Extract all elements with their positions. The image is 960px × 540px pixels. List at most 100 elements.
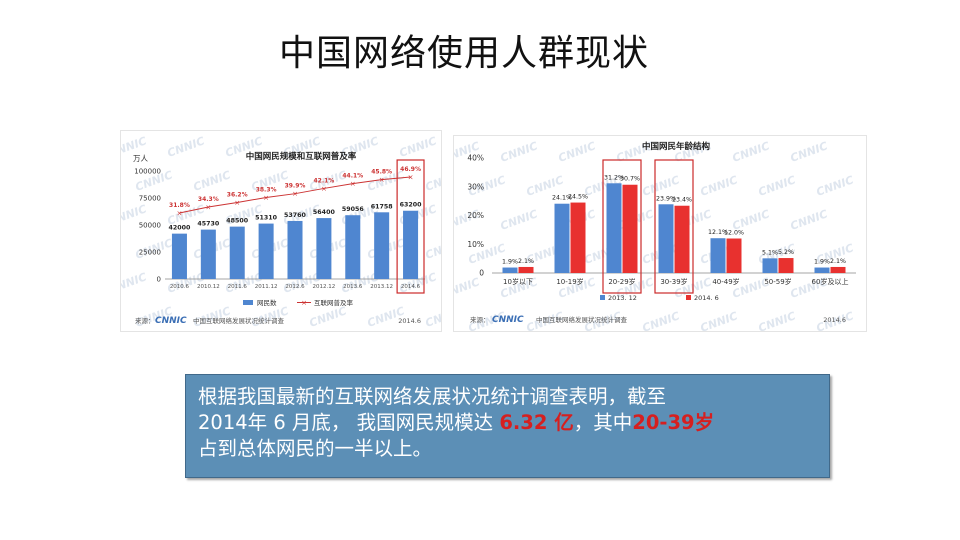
netizen-total-highlight: 6.32 亿 [499,411,574,434]
x-tick-label: 60岁及以上 [812,277,849,286]
watermark-text: CNNIC [398,134,439,159]
chart-title: 中国网民年龄结构 [642,141,711,152]
rate-value-label: 36.2% [227,192,248,199]
rate-point-marker: × [177,210,183,218]
bar-value-label: 59056 [342,206,365,213]
y-tick-label: 75000 [139,195,161,203]
source-date: 2014.6 [398,317,421,325]
watermark-text: CNNIC [641,309,682,331]
bar-value-label: 56400 [313,209,336,216]
bar-value-label: 42000 [168,225,191,232]
legend-swatch [243,300,253,305]
summary-textbox: 根据我国最新的互联网络发展状况统计调查表明，截至 2014年 6 月底， 我国网… [185,374,830,478]
watermark-text: CNNIC [757,173,798,198]
summary-line-2: 2014年 6 月底， 我国网民规模达 6.32 亿，其中20-39岁 [198,410,817,436]
watermark-text: CNNIC [557,139,598,164]
rate-value-label: 44.1% [342,173,363,180]
bar-value-label: 48500 [226,218,249,225]
x-tick-label: 2010.6 [170,284,190,290]
bar-value-label: 45730 [197,221,220,228]
watermark-text: CNNIC [699,309,740,331]
bar-value-label: 51310 [255,215,278,222]
x-tick-label: 50-59岁 [764,277,791,286]
bar [345,215,361,279]
bar-value-label: 31.2% [604,174,624,181]
bar [554,203,570,273]
summary-line-2-part-a: 2014年 6 月底， 我国网民规模达 [198,411,500,434]
chart-title: 中国网民规模和互联网普及率 [246,151,357,162]
y-tick-label: 0 [157,276,161,284]
rate-value-label: 46.9% [400,166,421,173]
watermark-text: CNNIC [121,270,148,295]
bar-value-label: 24.5% [568,194,588,201]
watermark-text: CNNIC [192,168,233,193]
legend-label: 2013. 12 [608,294,637,302]
rate-value-label: 42.1% [313,177,334,184]
bar-value-label: 2.1% [830,258,846,265]
watermark-layer: CNNIC CNNIC CNNIC CNNIC CNNIC CNNIC CNNIC CNNIC… [108,134,523,329]
internet-users-chart-panel: CNNIC CNNIC CNNIC CNNIC CNNIC CNNIC CNNIC CNNIC… [108,130,523,332]
rate-point-marker: × [321,185,327,193]
source-logo: CNNIC [155,316,187,326]
watermark-text: CNNIC [424,236,441,261]
x-tick-label: 2011.6 [228,284,248,290]
bar [287,220,303,279]
watermark-text: CNNIC [789,139,830,164]
x-tick-label: 20-29岁 [608,277,635,286]
rate-value-label: 45.8% [371,169,392,176]
bar [374,212,390,279]
chart-legend: 网民数 × 互联网普及率 [243,298,354,307]
rate-point-marker: × [292,190,298,198]
x-tick-label: 30-39岁 [660,277,687,286]
legend-label: 2014. 6 [694,294,719,302]
bar-value-label: 53760 [284,212,307,219]
y-tick-label: 30% [467,182,484,191]
bar [570,202,586,273]
y-tick-label: 10% [467,240,484,249]
rate-point-marker: × [350,180,356,188]
source-text: 中国互联网络发展状况统计调查 [536,315,628,324]
x-tick-label: 2010.12 [197,284,220,290]
watermark-text: CNNIC [499,207,540,232]
bar [830,266,846,273]
y-axis-unit: 万人 [133,154,148,163]
bar [658,204,674,273]
source-text: 中国互联网络发展状况统计调查 [193,316,285,325]
line-series: ×31.8% ×34.3% ×36.2% ×38.3%×39.9% ×42.1% ×44.… [169,159,425,294]
rate-value-label: 31.8% [169,202,190,209]
watermark-text: CNNIC [454,275,481,300]
watermark-text: CNNIC [699,173,740,198]
watermark-text: CNNIC [166,134,207,159]
rate-value-label: 34.3% [198,196,219,203]
bar-value-label: 30.7% [620,176,640,183]
watermark-text: CNNIC [757,309,798,331]
x-tick-label: 2012.6 [285,284,305,290]
rate-point-marker: × [379,176,385,184]
x-tick-label: 10岁以下 [503,277,533,286]
bar [606,183,622,273]
watermark-text: CNNIC [789,207,830,232]
bar [710,238,726,273]
bar [258,223,274,279]
watermark-text: CNNIC [815,173,856,198]
source-logo: CNNIC [492,315,524,325]
rate-value-label: 39.9% [285,183,306,190]
bar [674,205,690,273]
highlight-box [654,159,694,294]
summary-line-2-part-b: ，其中 [573,411,633,434]
watermark-text: CNNIC [424,304,441,329]
y-tick-label: 0 [479,269,484,278]
watermark-text: CNNIC [308,304,349,329]
chart-source: 来源： CNNIC 中国互联网络发展状况统计调查 2014.6 [470,315,846,325]
source-label: 来源： [470,315,490,324]
age-structure-chart-panel: CNNIC CNNIC CNNIC CNNIC CNNIC CNNIC CNNIC CNNIC… [441,135,867,335]
bar-value-label: 23.9% [656,195,676,202]
bar [229,226,245,279]
bar [171,233,187,279]
rate-point-marker: × [408,174,414,182]
rate-point-marker: × [234,199,240,207]
y-tick-label: 20% [467,211,484,220]
chart-legend: 2013. 12 2014. 6 [600,294,719,302]
bar [502,267,518,273]
age-structure-chart: CNNIC CNNIC CNNIC CNNIC CNNIC CNNIC CNNIC CNNIC… [441,139,856,335]
